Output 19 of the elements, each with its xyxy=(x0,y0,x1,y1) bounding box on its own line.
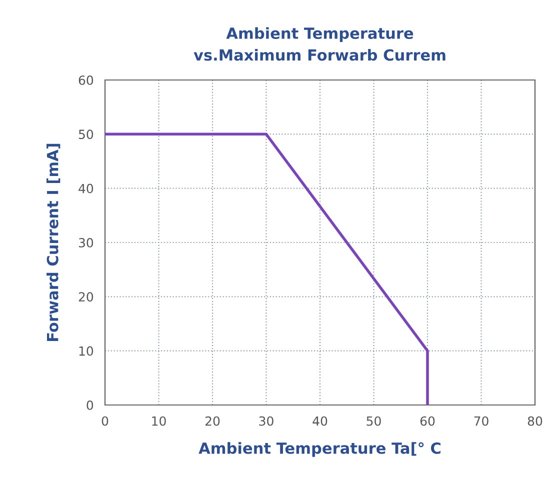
y-tick-label: 40 xyxy=(78,184,94,194)
x-tick-label: 0 xyxy=(102,416,108,426)
x-tick-label: 70 xyxy=(474,416,488,426)
y-tick-label: 10 xyxy=(79,346,94,356)
x-axis-title: Ambient Temperature Ta[° C xyxy=(198,442,440,457)
chart-title: Ambient Temperature vs.Maximum Forwarb Currem xyxy=(194,27,446,61)
y-tick-label: 60 xyxy=(78,75,94,85)
y-tick-label: 30 xyxy=(78,238,94,248)
y-axis-title: Forward Current I [mA] xyxy=(46,144,60,341)
x-tick-label: 10 xyxy=(152,416,166,426)
x-tick-label: 50 xyxy=(366,416,381,426)
x-tick-label: 80 xyxy=(528,416,542,426)
y-tick-label: 0 xyxy=(86,400,94,410)
x-tick-label: 20 xyxy=(205,416,220,426)
x-tick-label: 60 xyxy=(420,416,435,426)
x-tick-label: 30 xyxy=(259,416,274,426)
x-tick-label: 40 xyxy=(312,416,328,426)
y-tick-label: 20 xyxy=(78,292,94,302)
y-tick-label: 50 xyxy=(78,130,94,140)
